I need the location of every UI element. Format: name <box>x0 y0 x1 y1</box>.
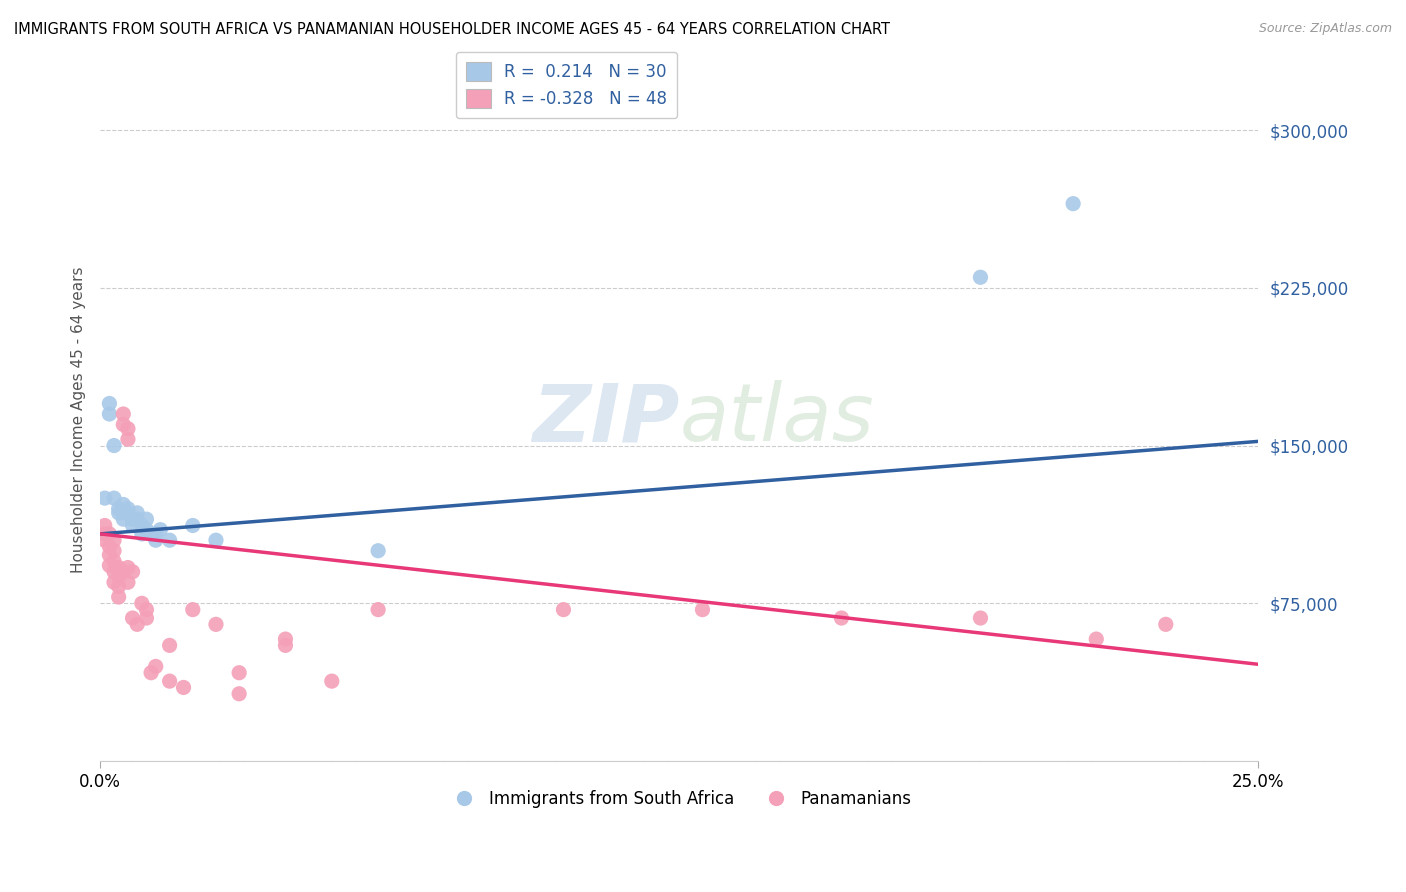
Point <box>321 674 343 689</box>
Point <box>159 639 181 653</box>
Point <box>117 501 139 516</box>
Point <box>117 506 139 520</box>
Point <box>103 554 125 568</box>
Point <box>135 523 157 537</box>
Point <box>98 527 121 541</box>
Point <box>94 533 117 548</box>
Point <box>1085 632 1108 646</box>
Point <box>121 611 143 625</box>
Point <box>121 512 143 526</box>
Point <box>94 491 117 505</box>
Point <box>131 527 153 541</box>
Point <box>969 611 991 625</box>
Point <box>205 617 228 632</box>
Point <box>131 518 153 533</box>
Point <box>98 396 121 410</box>
Point <box>969 270 991 285</box>
Point <box>173 681 195 695</box>
Point <box>103 491 125 505</box>
Point <box>117 575 139 590</box>
Point <box>228 687 250 701</box>
Point <box>112 506 135 520</box>
Point <box>103 438 125 452</box>
Point <box>1154 617 1177 632</box>
Point <box>145 533 167 548</box>
Point <box>117 422 139 436</box>
Point <box>228 665 250 680</box>
Text: Source: ZipAtlas.com: Source: ZipAtlas.com <box>1258 22 1392 36</box>
Point <box>135 602 157 616</box>
Point <box>103 533 125 548</box>
Point <box>107 501 129 516</box>
Point <box>830 611 852 625</box>
Point <box>107 569 129 583</box>
Point <box>103 565 125 579</box>
Text: atlas: atlas <box>679 380 875 458</box>
Point <box>98 558 121 573</box>
Point <box>127 506 149 520</box>
Point <box>139 665 162 680</box>
Point <box>127 512 149 526</box>
Point <box>98 548 121 562</box>
Point <box>98 407 121 421</box>
Point <box>94 527 117 541</box>
Text: ZIP: ZIP <box>531 380 679 458</box>
Point <box>103 543 125 558</box>
Point <box>367 602 389 616</box>
Point <box>135 611 157 625</box>
Point <box>103 575 125 590</box>
Point <box>367 543 389 558</box>
Point <box>107 590 129 604</box>
Point <box>117 432 139 446</box>
Point <box>107 506 129 520</box>
Point <box>127 617 149 632</box>
Point <box>112 512 135 526</box>
Point <box>692 602 714 616</box>
Point <box>205 533 228 548</box>
Point <box>94 518 117 533</box>
Point <box>274 639 297 653</box>
Point <box>112 417 135 432</box>
Point <box>181 602 204 616</box>
Point <box>181 518 204 533</box>
Point <box>149 523 172 537</box>
Point <box>139 527 162 541</box>
Point <box>159 674 181 689</box>
Y-axis label: Householder Income Ages 45 - 64 years: Householder Income Ages 45 - 64 years <box>72 266 86 573</box>
Point <box>553 602 575 616</box>
Point <box>112 407 135 421</box>
Point <box>145 527 167 541</box>
Point <box>121 565 143 579</box>
Point <box>107 560 129 574</box>
Point <box>145 659 167 673</box>
Legend: Immigrants from South Africa, Panamanians: Immigrants from South Africa, Panamanian… <box>440 783 918 814</box>
Point <box>121 518 143 533</box>
Point <box>135 512 157 526</box>
Point <box>112 498 135 512</box>
Point <box>117 560 139 574</box>
Point <box>131 596 153 610</box>
Point <box>107 579 129 593</box>
Point <box>274 632 297 646</box>
Point <box>1062 196 1084 211</box>
Point <box>98 540 121 554</box>
Text: IMMIGRANTS FROM SOUTH AFRICA VS PANAMANIAN HOUSEHOLDER INCOME AGES 45 - 64 YEARS: IMMIGRANTS FROM SOUTH AFRICA VS PANAMANI… <box>14 22 890 37</box>
Point <box>112 565 135 579</box>
Point <box>159 533 181 548</box>
